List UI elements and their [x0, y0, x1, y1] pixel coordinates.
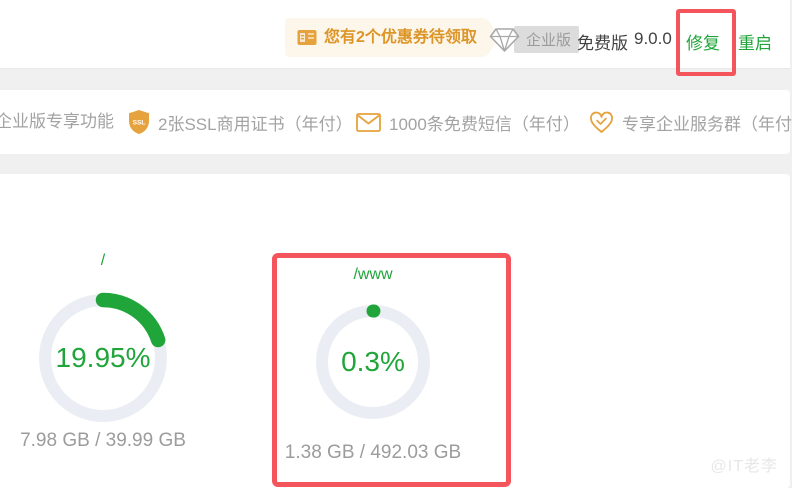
disk-percent: 0.3%	[341, 346, 405, 377]
ssl-badge-icon: SSL	[128, 109, 150, 135]
enterprise-feature-bar: 企业版专享功能 SSL 2张SSL商用证书（年付） 1000条免费短信（年付）	[0, 90, 792, 154]
repair-button[interactable]: 修复	[686, 34, 720, 53]
diamond-icon	[489, 27, 520, 53]
feature-service-group[interactable]: 专享企业服务群（年付	[589, 90, 792, 154]
donut-arc	[37, 292, 169, 424]
svg-text:SSL: SSL	[133, 120, 146, 127]
coupon-banner[interactable]: 您有2个优惠券待领取	[285, 18, 499, 57]
plan-label: 免费版	[577, 34, 628, 53]
watermark: @IT老李	[710, 458, 778, 475]
disk-usage-text: 1.38 GB / 492.03 GB	[284, 442, 462, 463]
disk-percent: 19.95%	[55, 342, 151, 373]
version-label: 9.0.0	[634, 29, 672, 48]
feature-ssl-cert[interactable]: SSL 2张SSL商用证书（年付）	[128, 90, 353, 154]
coupon-icon	[297, 29, 317, 46]
disk-usage-text: 7.98 GB / 39.99 GB	[20, 430, 186, 451]
feature-group-label: 专享企业服务群（年付	[622, 114, 792, 134]
disk-usage-donut	[37, 292, 169, 424]
disk-mount-label: /	[100, 252, 106, 269]
feature-intro-label: 企业版专享功能	[0, 112, 114, 131]
disk-usage-donut	[315, 304, 431, 420]
restart-button[interactable]: 重启	[738, 34, 772, 53]
edition-upgrade[interactable]: 企业版	[489, 26, 580, 53]
edition-badge: 企业版	[514, 26, 580, 53]
coupon-banner-text: 您有2个优惠券待领取	[324, 29, 477, 46]
feature-free-sms[interactable]: 1000条免费短信（年付）	[356, 90, 580, 154]
feature-ssl-label: 2张SSL商用证书（年付）	[158, 114, 353, 134]
disk-mount-label: /www	[353, 266, 393, 283]
care-heart-icon	[589, 111, 614, 134]
feature-sms-label: 1000条免费短信（年付）	[389, 114, 580, 134]
mail-icon	[356, 112, 381, 132]
disk-usage-panel: / 19.95% 7.98 GB / 39.99 GB /www 0.3% 1.…	[0, 174, 790, 488]
top-bar: 您有2个优惠券待领取 企业版 免费版 9.0.0 修复 重启	[0, 0, 790, 69]
donut-arc	[315, 304, 431, 420]
